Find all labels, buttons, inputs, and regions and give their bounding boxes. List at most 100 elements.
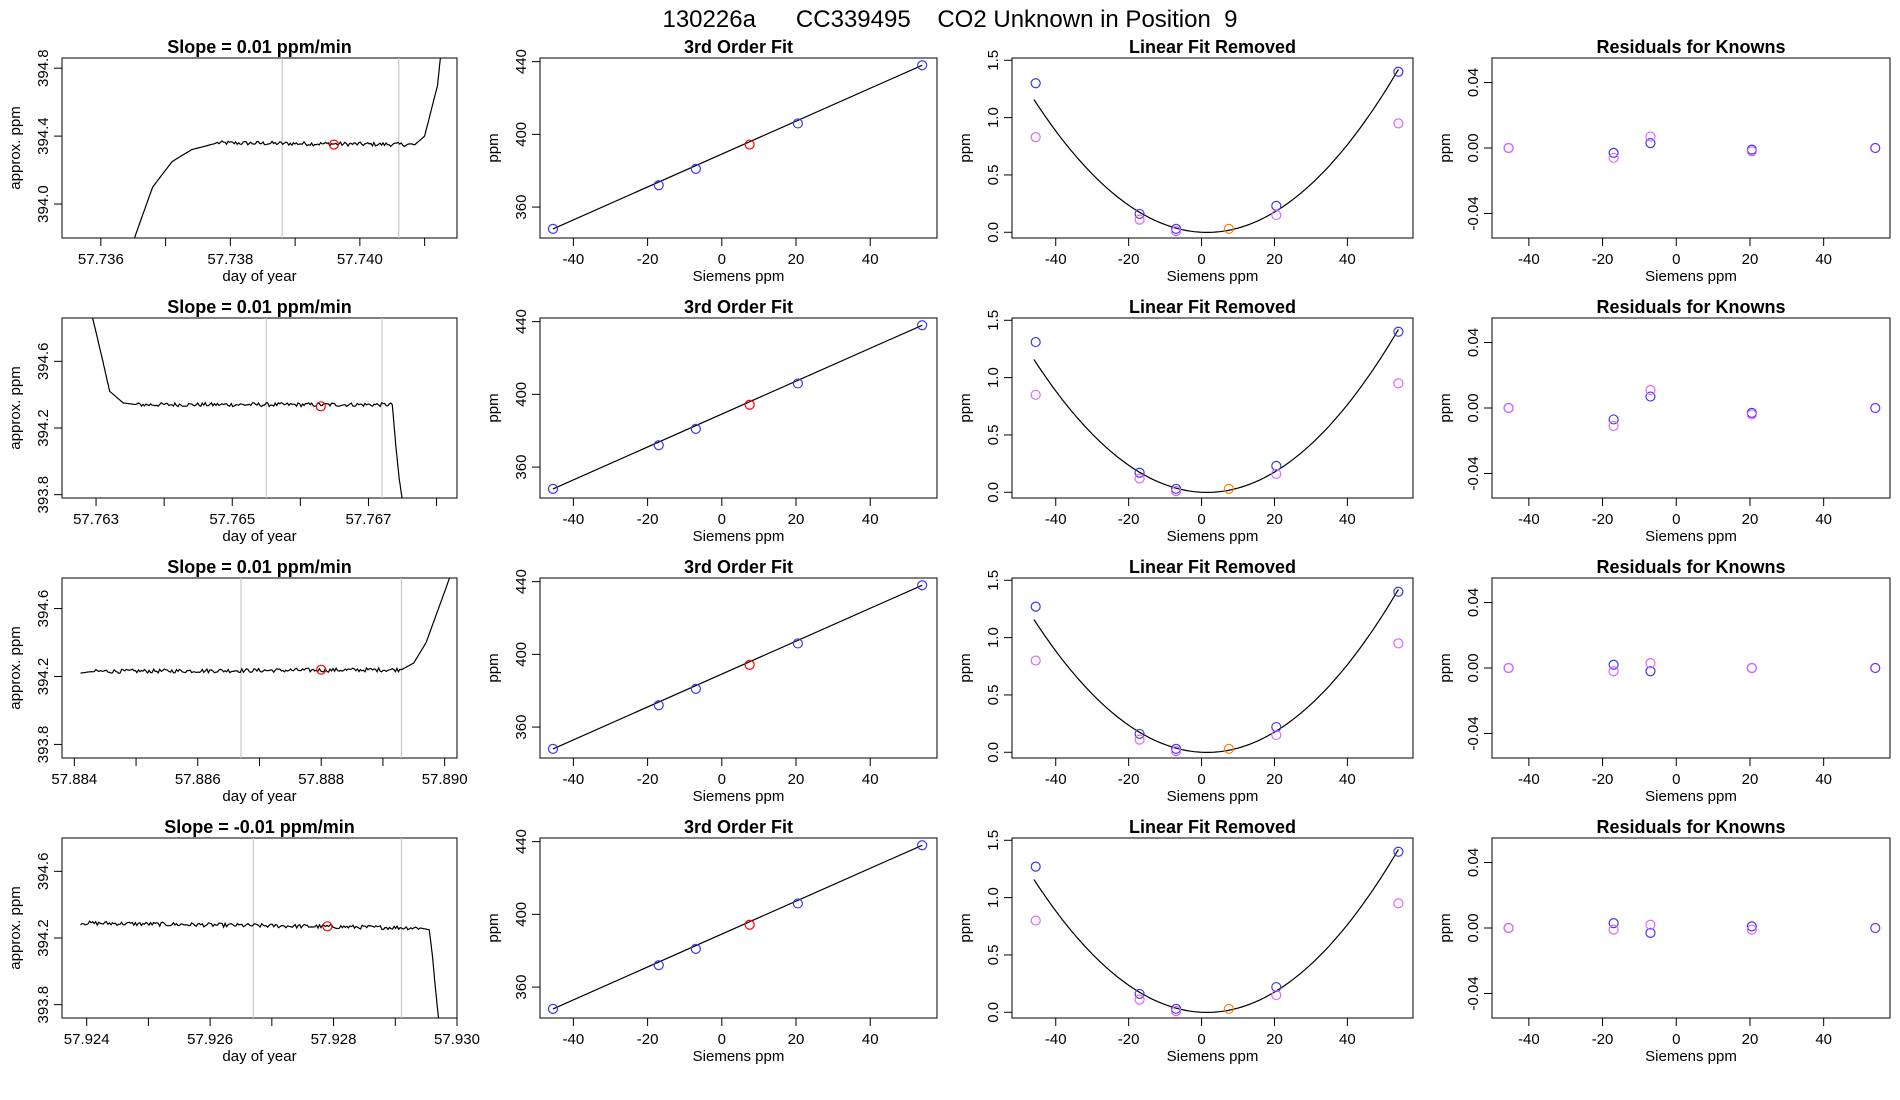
data-point — [1608, 420, 1619, 432]
y-axis-label: ppm — [957, 133, 974, 162]
y-tick-label: 394.8 — [35, 49, 52, 87]
fit-curve — [1033, 589, 1399, 754]
data-point — [1746, 924, 1757, 935]
x-tick-label: 40 — [862, 251, 879, 268]
x-tick-label: 20 — [1742, 771, 1759, 788]
panel-r1c4: Residuals for Knowns -40 -20 0 20 40 -0.04 0.00… — [1437, 37, 1891, 285]
y-tick-label: 1.5 — [985, 50, 1002, 71]
data-point — [1271, 721, 1282, 733]
panel-r4c2: 3rd Order Fit -40 -20 0 20 40 360 400 440 Siemens… — [485, 817, 938, 1065]
y-tick-label: 0.5 — [985, 425, 1002, 446]
highlight-point — [316, 664, 327, 675]
y-tick-label: 0.04 — [1465, 68, 1482, 97]
y-tick-label: -0.04 — [1465, 976, 1482, 1010]
plot-frame — [61, 577, 458, 759]
data-point — [1870, 142, 1881, 154]
highlight-point — [322, 921, 333, 932]
x-tick-label: 0 — [1197, 251, 1205, 268]
data-point — [1271, 460, 1282, 471]
data-point — [653, 960, 664, 971]
panel-title: Slope = -0.01 ppm/min — [164, 817, 355, 837]
data-point — [1134, 994, 1145, 1005]
x-tick-label: 57.765 — [209, 511, 255, 528]
y-tick-label: 394.4 — [35, 117, 52, 155]
plot-frame — [1011, 577, 1414, 759]
fit-line — [552, 844, 923, 1010]
data-point — [1271, 729, 1282, 741]
y-tick-label: 0.5 — [985, 165, 1002, 186]
y-tick-label: 1.5 — [985, 830, 1002, 851]
x-tick-label: 40 — [1815, 1031, 1832, 1048]
x-tick-label: 20 — [788, 251, 805, 268]
y-tick-label: 360 — [513, 975, 530, 1000]
x-tick-label: -40 — [1518, 511, 1540, 528]
x-axis-label: Siemens ppm — [693, 528, 785, 545]
x-axis-label: Siemens ppm — [693, 1048, 785, 1065]
x-tick-label: -40 — [1045, 251, 1067, 268]
data-point — [1746, 146, 1757, 157]
panel-r4c3: Linear Fit Removed -40 -20 0 20 40 0.0 0.5 1.0 1.… — [957, 817, 1414, 1065]
x-axis-label: day of year — [222, 268, 296, 285]
x-tick-label: 0 — [718, 251, 726, 268]
panel-r3c2: 3rd Order Fit -40 -20 0 20 40 360 400 440 Siemens… — [485, 557, 938, 805]
data-point — [1030, 132, 1041, 143]
data-point — [1393, 638, 1404, 649]
panel-title: Slope = 0.01 ppm/min — [167, 557, 352, 577]
data-point — [1870, 402, 1881, 414]
panel-title: 3rd Order Fit — [684, 37, 793, 57]
panel-title: Residuals for Knowns — [1596, 297, 1785, 317]
panel-title: Linear Fit Removed — [1129, 817, 1296, 837]
data-point — [1030, 915, 1041, 926]
panel-r2c3: Linear Fit Removed -40 -20 0 20 40 0.0 0.5 1.0 1.… — [957, 297, 1414, 545]
data-point — [1030, 389, 1041, 400]
data-point — [653, 440, 664, 451]
data-point — [792, 118, 803, 129]
data-point — [1393, 66, 1404, 77]
y-axis-label: ppm — [485, 133, 502, 162]
data-point — [1271, 468, 1282, 480]
data-point — [1870, 922, 1881, 934]
plot-frame — [1011, 317, 1414, 499]
x-axis-label: Siemens ppm — [1645, 528, 1737, 545]
data-point — [1746, 662, 1757, 674]
x-tick-label: -40 — [1518, 251, 1540, 268]
x-tick-label: 40 — [1815, 511, 1832, 528]
x-tick-label: -20 — [637, 511, 659, 528]
plot-area — [547, 580, 928, 755]
x-tick-label: 20 — [788, 1031, 805, 1048]
data-point — [1030, 861, 1041, 872]
data-point — [1134, 208, 1145, 220]
data-point — [1645, 666, 1656, 677]
y-axis-label: ppm — [957, 913, 974, 942]
panel-title: 3rd Order Fit — [684, 557, 793, 577]
trace-line — [92, 318, 403, 498]
x-tick-label: -20 — [1118, 511, 1140, 528]
data-point — [653, 180, 664, 191]
y-tick-label: 0.04 — [1465, 328, 1482, 357]
data-point — [1030, 78, 1041, 89]
x-tick-label: 40 — [1339, 511, 1356, 528]
y-tick-label: 400 — [513, 642, 530, 667]
x-tick-label: 20 — [1266, 1031, 1283, 1048]
x-axis-label: Siemens ppm — [1645, 1048, 1737, 1065]
x-tick-label: 20 — [1266, 511, 1283, 528]
y-tick-label: 0.00 — [1465, 913, 1482, 942]
panel-r3c1: Slope = 0.01 ppm/min 57.884 57.886 57.888 57… — [7, 557, 468, 805]
x-tick-label: 40 — [862, 1031, 879, 1048]
y-tick-label: 394.6 — [35, 343, 52, 381]
data-point — [1134, 988, 1145, 1000]
data-point — [690, 683, 701, 695]
x-tick-label: 40 — [1339, 1031, 1356, 1048]
x-tick-label: 0 — [1197, 771, 1205, 788]
x-tick-label: -20 — [1592, 1031, 1614, 1048]
plot-frame — [61, 837, 458, 1019]
plot-area — [80, 578, 451, 758]
data-point — [1393, 586, 1404, 597]
plot-frame — [1491, 57, 1891, 239]
panel-title: Residuals for Knowns — [1596, 557, 1785, 577]
y-tick-label: -0.04 — [1465, 456, 1482, 490]
x-tick-label: 57.890 — [422, 771, 468, 788]
data-point — [1223, 1003, 1235, 1014]
highlight-point — [315, 401, 326, 412]
plot-area — [1503, 384, 1881, 432]
